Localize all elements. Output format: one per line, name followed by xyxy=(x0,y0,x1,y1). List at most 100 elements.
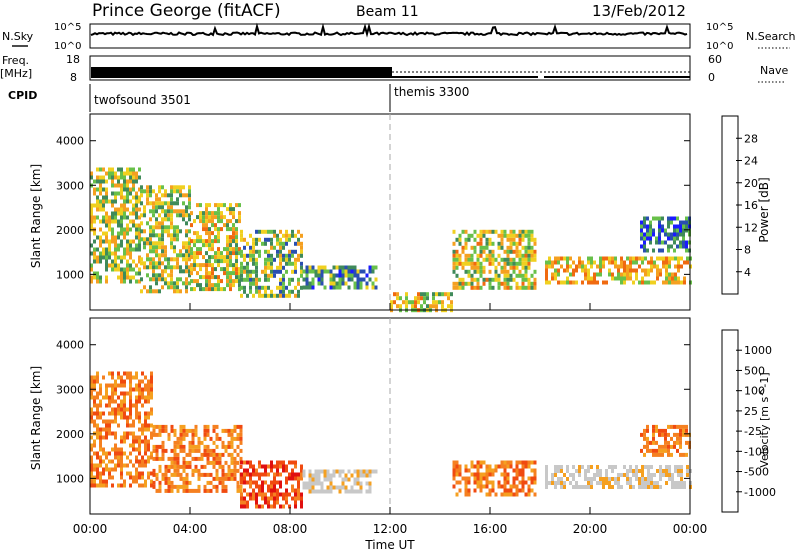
heatmap-cell xyxy=(515,253,519,258)
heatmap-cell xyxy=(452,229,456,234)
heatmap-cell xyxy=(176,265,179,270)
heatmap-cell xyxy=(196,235,199,240)
heatmap-cell xyxy=(185,205,188,210)
heatmap-cell xyxy=(239,456,243,461)
heatmap-cell xyxy=(273,496,276,501)
heatmap-cell xyxy=(317,265,321,270)
heatmap-cell xyxy=(102,395,105,400)
heatmap-cell xyxy=(123,407,126,412)
heatmap-cell xyxy=(643,248,646,253)
heatmap-cell xyxy=(297,277,300,282)
heatmap-cell xyxy=(509,285,513,290)
heatmap-cell xyxy=(126,243,129,248)
heatmap-cell xyxy=(155,472,159,477)
heatmap-cell xyxy=(674,280,677,285)
heatmap-cell xyxy=(108,175,111,180)
heatmap-cell xyxy=(476,281,480,286)
heatmap-cell xyxy=(420,296,423,301)
heatmap-cell xyxy=(229,263,232,268)
heatmap-cell xyxy=(193,219,196,224)
heatmap-cell xyxy=(308,281,312,286)
heatmap-cell xyxy=(141,403,144,408)
heatmap-cell xyxy=(365,489,369,494)
heatmap-cell xyxy=(238,247,241,252)
heatmap-cell xyxy=(629,268,632,273)
heatmap-cell xyxy=(279,245,282,250)
x-tick-label: 08:00 xyxy=(273,522,308,536)
heatmap-cell xyxy=(590,260,593,265)
heatmap-cell xyxy=(485,245,489,250)
heatmap-cell xyxy=(149,257,152,262)
heatmap-cell xyxy=(658,232,661,237)
heatmap-cell xyxy=(129,275,132,280)
heatmap-cell xyxy=(224,444,228,449)
heatmap-cell xyxy=(182,193,185,198)
heatmap-cell xyxy=(488,249,492,254)
heatmap-cell xyxy=(368,277,372,282)
heatmap-cell xyxy=(208,219,211,224)
heatmap-cell xyxy=(232,271,235,276)
heatmap-cell xyxy=(123,463,126,468)
heatmap-cell xyxy=(450,292,453,297)
heatmap-cell xyxy=(170,193,173,198)
heatmap-cell xyxy=(273,293,276,298)
heatmap-cell xyxy=(661,224,664,229)
heatmap-cell xyxy=(117,235,120,240)
heatmap-cell xyxy=(270,269,273,274)
heatmap-cell xyxy=(587,477,590,481)
heatmap-cell xyxy=(677,264,680,269)
heatmap-cell xyxy=(232,267,235,272)
heatmap-cell xyxy=(485,468,489,473)
heatmap-cell xyxy=(155,225,158,230)
heatmap-cell xyxy=(117,455,120,460)
heatmap-cell xyxy=(96,195,99,200)
heatmap-cell xyxy=(659,268,662,273)
heatmap-cell xyxy=(590,276,593,281)
heatmap-cell xyxy=(111,231,114,236)
heatmap-cell xyxy=(353,469,357,474)
heatmap-cell xyxy=(503,273,507,278)
heatmap-cell xyxy=(105,395,108,400)
heatmap-cell xyxy=(155,444,159,449)
heatmap-cell xyxy=(291,253,294,258)
heatmap-cell xyxy=(155,424,159,429)
heatmap-cell xyxy=(661,452,664,457)
heatmap-cell xyxy=(670,424,673,429)
heatmap-cell xyxy=(302,473,306,478)
heatmap-cell xyxy=(294,233,297,238)
heatmap-cell xyxy=(161,205,164,210)
heatmap-cell xyxy=(455,273,459,278)
heatmap-cell xyxy=(196,283,199,288)
heatmap-cell xyxy=(170,233,173,238)
heatmap-cell xyxy=(111,227,114,232)
heatmap-cell xyxy=(96,371,99,376)
heatmap-cell xyxy=(614,276,617,281)
heatmap-cell xyxy=(683,280,686,285)
heatmap-cell xyxy=(282,460,285,465)
heatmap-cell xyxy=(246,273,249,278)
heatmap-cell xyxy=(452,464,456,469)
heatmap-cell xyxy=(461,245,465,250)
heatmap-cell xyxy=(196,263,199,268)
heatmap-cell xyxy=(635,256,638,261)
heatmap-cell xyxy=(503,468,507,473)
heatmap-cell xyxy=(132,431,135,436)
heatmap-cell xyxy=(199,287,202,292)
heatmap-cell xyxy=(620,280,623,285)
heatmap-cell xyxy=(161,261,164,266)
heatmap-cell xyxy=(488,257,492,262)
heatmap-cell xyxy=(356,277,360,282)
heatmap-cell xyxy=(197,448,201,453)
heatmap-cell xyxy=(338,285,342,290)
heatmap-cell xyxy=(252,468,255,473)
heatmap-cell xyxy=(620,276,623,281)
heatmap-cell xyxy=(173,468,177,473)
heatmap-cell xyxy=(279,237,282,242)
heatmap-cell xyxy=(297,229,300,234)
heatmap-cell xyxy=(211,211,214,216)
heatmap-cell xyxy=(647,473,650,477)
heatmap-cell xyxy=(126,227,129,232)
heatmap-cell xyxy=(235,231,238,236)
heatmap-cell xyxy=(611,469,614,473)
heatmap-cell xyxy=(455,480,459,485)
